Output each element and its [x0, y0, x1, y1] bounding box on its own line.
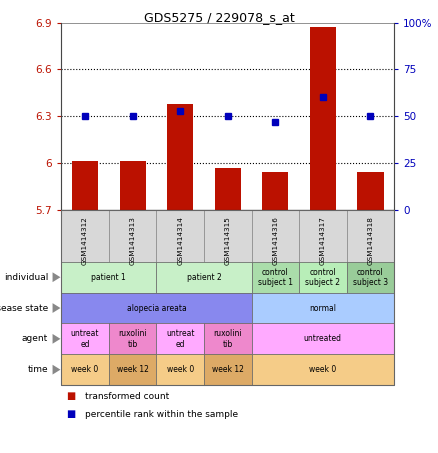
Text: GSM1414316: GSM1414316 — [272, 216, 278, 265]
Text: week 12: week 12 — [117, 365, 148, 374]
Text: GSM1414317: GSM1414317 — [320, 216, 326, 265]
Text: normal: normal — [309, 304, 336, 313]
Text: ■: ■ — [66, 410, 75, 419]
Bar — [215, 168, 241, 210]
Text: agent: agent — [22, 334, 48, 343]
Bar — [262, 172, 288, 210]
Bar — [310, 27, 336, 210]
Text: disease state: disease state — [0, 304, 48, 313]
Text: week 0: week 0 — [309, 365, 336, 374]
Text: GSM1414318: GSM1414318 — [367, 216, 374, 265]
Text: untreated: untreated — [304, 334, 342, 343]
Text: GSM1414315: GSM1414315 — [225, 216, 231, 265]
Text: alopecia areata: alopecia areata — [127, 304, 186, 313]
Text: GSM1414313: GSM1414313 — [130, 216, 136, 265]
Text: untreat
ed: untreat ed — [166, 329, 194, 348]
Text: GSM1414312: GSM1414312 — [82, 216, 88, 265]
Text: control
subject 3: control subject 3 — [353, 268, 388, 287]
Text: GDS5275 / 229078_s_at: GDS5275 / 229078_s_at — [144, 11, 294, 24]
Text: ruxolini
tib: ruxolini tib — [118, 329, 147, 348]
Text: week 0: week 0 — [166, 365, 194, 374]
Text: ■: ■ — [66, 391, 75, 401]
Text: percentile rank within the sample: percentile rank within the sample — [85, 410, 239, 419]
Text: untreat
ed: untreat ed — [71, 329, 99, 348]
Bar — [120, 161, 146, 210]
Text: time: time — [28, 365, 48, 374]
Text: ruxolini
tib: ruxolini tib — [213, 329, 242, 348]
Bar — [72, 161, 98, 210]
Text: control
subject 2: control subject 2 — [305, 268, 340, 287]
Text: transformed count: transformed count — [85, 392, 170, 401]
Text: individual: individual — [4, 273, 48, 282]
Bar — [357, 172, 384, 210]
Text: patient 1: patient 1 — [92, 273, 126, 282]
Text: control
subject 1: control subject 1 — [258, 268, 293, 287]
Text: GSM1414314: GSM1414314 — [177, 216, 183, 265]
Text: patient 2: patient 2 — [187, 273, 221, 282]
Text: week 0: week 0 — [71, 365, 99, 374]
Bar — [167, 104, 193, 210]
Text: week 12: week 12 — [212, 365, 244, 374]
